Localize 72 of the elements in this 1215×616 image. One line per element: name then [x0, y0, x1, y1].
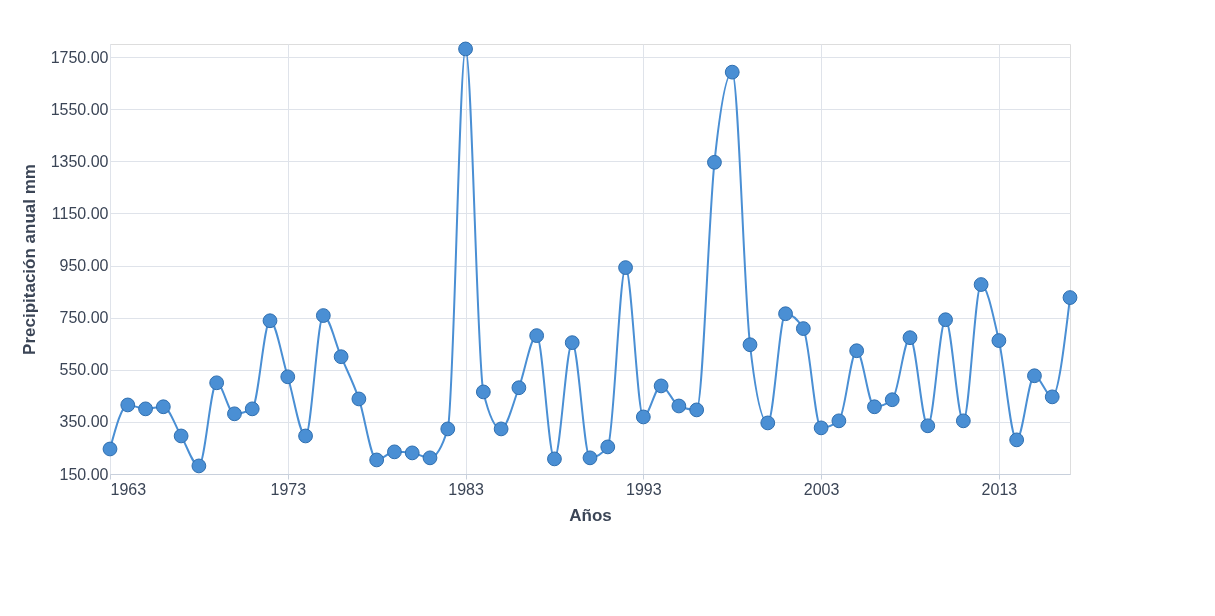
point — [973, 277, 989, 292]
point — [707, 154, 722, 170]
point — [795, 321, 811, 336]
point — [742, 337, 758, 353]
point — [849, 343, 865, 359]
point — [938, 312, 953, 328]
point — [991, 333, 1007, 348]
point — [600, 439, 616, 455]
point — [120, 397, 136, 413]
point — [173, 428, 189, 444]
point — [813, 420, 829, 436]
y-tick-label: 750.00 — [59, 309, 109, 327]
point — [884, 392, 900, 408]
point — [511, 380, 527, 396]
point — [298, 428, 313, 444]
point — [635, 409, 651, 425]
point — [315, 308, 331, 323]
point — [493, 421, 509, 437]
x-tick-label: 2013 — [981, 480, 1018, 498]
point — [227, 406, 242, 422]
point — [653, 378, 669, 394]
point — [724, 64, 740, 80]
point — [760, 415, 776, 431]
point — [422, 450, 438, 466]
point — [138, 401, 153, 417]
x-tick-label: 1993 — [626, 480, 662, 498]
y-axis-title: Precipitación anual mm — [19, 164, 39, 355]
x-tick-label: 1983 — [448, 480, 484, 498]
point — [689, 402, 705, 418]
point — [440, 421, 456, 437]
point — [244, 401, 260, 417]
y-tick-label: 1750.00 — [50, 48, 109, 66]
point — [191, 458, 207, 474]
x-tick-label: 2003 — [803, 480, 840, 498]
y-tick-label: 1150.00 — [51, 204, 109, 222]
point — [778, 306, 793, 322]
point — [564, 335, 580, 351]
point — [955, 413, 971, 429]
point — [280, 369, 296, 385]
point — [475, 384, 491, 400]
point — [1027, 368, 1042, 384]
point — [618, 260, 633, 275]
point — [529, 328, 545, 343]
y-tick-label: 950.00 — [59, 257, 109, 275]
point — [404, 445, 420, 461]
point — [1062, 290, 1078, 305]
point — [582, 450, 598, 466]
y-tick-label: 150.00 — [59, 465, 109, 483]
point — [262, 313, 278, 329]
point — [387, 444, 402, 460]
point — [547, 451, 562, 467]
point — [1044, 389, 1060, 405]
point — [867, 399, 882, 415]
point — [902, 330, 918, 346]
point — [920, 418, 936, 434]
point — [351, 391, 367, 407]
x-tick-label: 1963 — [110, 480, 147, 498]
x-axis-title: Años — [569, 505, 612, 525]
point — [209, 375, 225, 391]
point — [155, 399, 171, 415]
y-tick-label: 350.00 — [59, 413, 109, 431]
x-tick-label: 1973 — [270, 480, 307, 498]
y-tick-label: 1350.00 — [50, 152, 109, 170]
y-tick-label: 550.00 — [59, 361, 109, 379]
point — [458, 41, 473, 57]
point — [333, 349, 349, 365]
point — [831, 413, 847, 429]
point — [671, 398, 687, 414]
point — [369, 452, 385, 468]
point — [1009, 432, 1025, 448]
y-tick-label: 1550.00 — [50, 100, 109, 118]
point — [102, 441, 118, 457]
